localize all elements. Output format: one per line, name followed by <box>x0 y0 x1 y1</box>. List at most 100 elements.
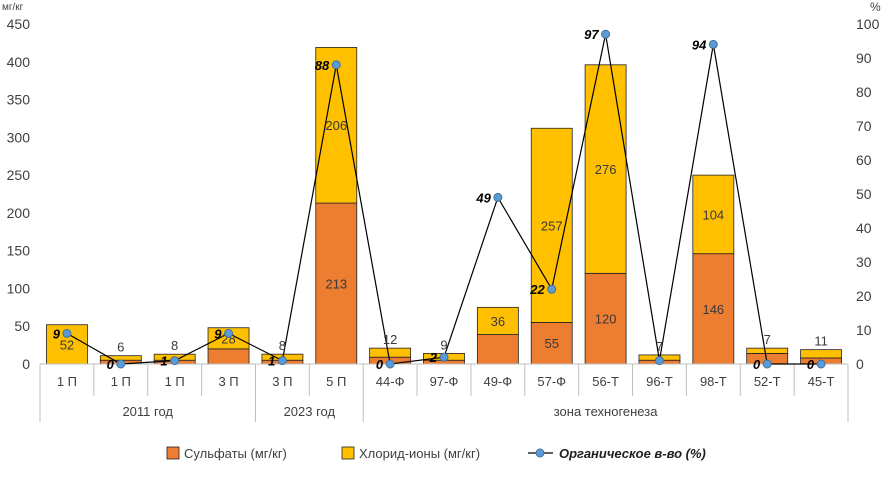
x-group-label: зона техногенеза <box>554 404 658 419</box>
bar-label-chlorides: 12 <box>383 332 397 347</box>
line-label-organic: 94 <box>692 37 707 52</box>
right-axis-unit: % <box>870 0 881 14</box>
bar-label-chlorides: 52 <box>60 337 74 352</box>
left-axis-unit: мг/кг <box>2 2 24 13</box>
line-point-organic <box>762 359 772 369</box>
y-right-tick-label: 70 <box>856 118 872 134</box>
bar-label-sulfates: 213 <box>325 277 347 292</box>
line-point-organic <box>116 359 126 369</box>
line-label-organic: 0 <box>753 357 761 372</box>
x-tick-label: 45-Т <box>808 374 835 389</box>
bar-sulfates <box>584 272 627 365</box>
y-right-tick-label: 60 <box>856 152 872 168</box>
legend-label-organic: Органическое в-во (%) <box>559 446 706 461</box>
x-tick-label: 3 П <box>272 374 292 389</box>
line-point-organic <box>224 328 234 338</box>
bar-sulfates <box>530 322 573 365</box>
bar-chlorides <box>207 327 250 350</box>
bar-label-sulfates: 120 <box>595 312 617 327</box>
line-label-organic: 9 <box>53 326 61 341</box>
x-tick-label: 97-Ф <box>430 374 459 389</box>
x-tick-label: 98-Т <box>700 374 727 389</box>
y-right-tick-label: 40 <box>856 220 872 236</box>
y-right-tick-label: 90 <box>856 50 872 66</box>
bar-chlorides <box>800 349 842 359</box>
line-label-organic: 97 <box>584 27 599 42</box>
bar-label-chlorides: 36 <box>491 314 505 329</box>
line-point-organic <box>385 359 395 369</box>
line-point-organic <box>601 29 611 39</box>
line-label-organic: 88 <box>315 58 330 73</box>
line-point-organic <box>547 284 557 294</box>
x-tick-label: 44-Ф <box>376 374 405 389</box>
legend-marker-organic <box>535 448 545 458</box>
line-label-organic: 9 <box>214 326 222 341</box>
y-left-tick-label: 250 <box>7 167 31 183</box>
line-label-organic: 0 <box>807 357 815 372</box>
y-right-tick-label: 30 <box>856 254 872 270</box>
bar-label-chlorides: 206 <box>325 118 347 133</box>
bar-chlorides <box>746 347 789 354</box>
y-left-tick-label: 350 <box>7 92 31 108</box>
x-group-label: 2011 год <box>122 404 173 419</box>
bar-label-chlorides: 104 <box>702 207 724 222</box>
line-point-organic <box>277 356 287 366</box>
line-point-organic <box>331 60 341 70</box>
y-left-tick-label: 50 <box>14 318 30 334</box>
bar-label-chlorides: 7 <box>656 339 663 354</box>
bar-chlorides <box>692 174 735 255</box>
x-tick-label: 96-Т <box>646 374 673 389</box>
line-label-organic: 22 <box>529 282 545 297</box>
legend-label-chlorides: Хлорид-ионы (мг/кг) <box>359 446 480 461</box>
line-point-organic <box>170 356 180 366</box>
bar-sulfates <box>315 202 358 365</box>
x-tick-label: 5 П <box>326 374 346 389</box>
line-label-organic: 49 <box>475 190 491 205</box>
x-group-label: 2023 год <box>284 404 336 419</box>
bar-label-chlorides: 276 <box>595 162 617 177</box>
bar-label-chlorides: 257 <box>541 218 563 233</box>
line-point-organic <box>708 39 718 49</box>
bar-chlorides <box>315 47 358 204</box>
line-point-organic <box>654 356 664 366</box>
x-tick-label: 56-Т <box>592 374 619 389</box>
bar-label-chlorides: 8 <box>171 338 178 353</box>
x-tick-label: 49-Ф <box>484 374 513 389</box>
legend-swatch-sulfates <box>166 446 180 460</box>
bar-label-chlorides: 8 <box>279 338 286 353</box>
x-tick-label: 52-Т <box>754 374 781 389</box>
y-left-tick-label: 150 <box>7 243 31 259</box>
line-label-organic: 1 <box>268 354 275 369</box>
y-left-tick-label: 300 <box>7 129 31 145</box>
bar-label-chlorides: 11 <box>814 334 828 349</box>
line-label-organic: 0 <box>107 357 115 372</box>
x-tick-label: 3 П <box>218 374 238 389</box>
x-tick-label: 1 П <box>57 374 77 389</box>
y-right-tick-label: 80 <box>856 84 872 100</box>
line-point-organic <box>439 352 449 362</box>
y-right-tick-label: 100 <box>856 16 880 32</box>
y-right-tick-label: 20 <box>856 288 872 304</box>
legend-label-sulfates: Сульфаты (мг/кг) <box>184 446 287 461</box>
bar-sulfates <box>476 334 519 365</box>
y-left-tick-label: 200 <box>7 205 31 221</box>
bar-sulfates <box>207 348 250 365</box>
x-tick-label: 1 П <box>111 374 131 389</box>
line-label-organic: 1 <box>160 354 167 369</box>
bar-chlorides <box>476 306 519 335</box>
y-left-tick-label: 0 <box>22 356 30 372</box>
y-right-tick-label: 50 <box>856 186 872 202</box>
legend-swatch-chlorides <box>341 446 355 460</box>
y-right-tick-label: 0 <box>856 356 864 372</box>
bar-label-chlorides: 6 <box>117 340 124 355</box>
bar-label-chlorides: 7 <box>764 332 771 347</box>
bar-chlorides <box>369 347 412 358</box>
line-point-organic <box>816 359 826 369</box>
y-right-tick-label: 10 <box>856 322 872 338</box>
y-left-tick-label: 400 <box>7 54 31 70</box>
y-left-tick-label: 100 <box>7 280 31 296</box>
line-label-organic: 0 <box>376 357 384 372</box>
x-tick-label: 1 П <box>165 374 185 389</box>
